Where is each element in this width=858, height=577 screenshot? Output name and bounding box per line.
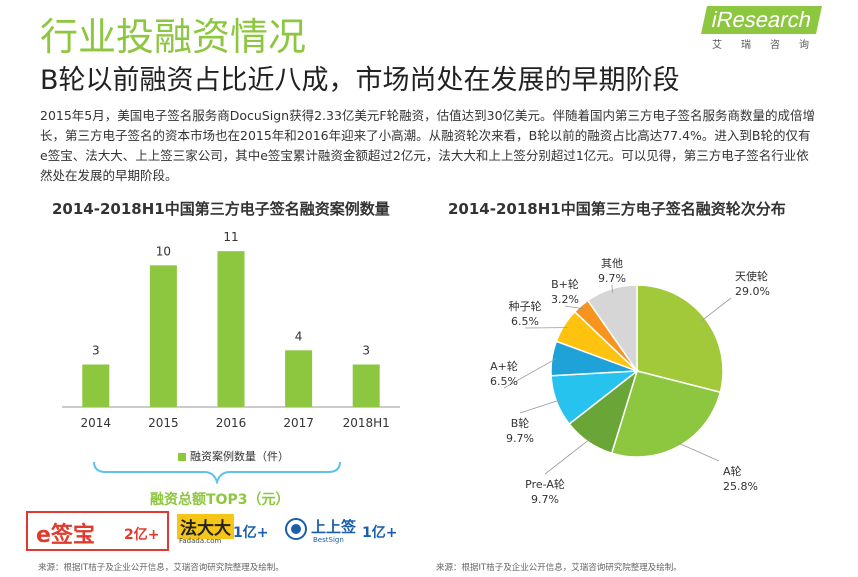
pie-slice-1 (610, 370, 722, 458)
pie-slice-value: 9.7% (506, 432, 534, 445)
legend-swatch (178, 453, 186, 461)
bar-chart-title: 2014-2018H1中国第三方电子签名融资案例数量 (52, 200, 390, 218)
bar-tick-label: 2015 (148, 416, 179, 430)
pie-slice-label: A+轮 (490, 359, 518, 373)
logo-sub-text: 艾瑞咨询 (712, 40, 828, 51)
amount-esign: 2亿+ (124, 527, 160, 543)
bar-2017 (285, 350, 313, 407)
pie-leader-line (544, 438, 591, 475)
pie-slice-label: 种子轮 (509, 299, 542, 313)
brand-esign: e签宝 (36, 523, 95, 548)
bar-chart: 3 2014 10 2015 11 2016 4 2017 3 2018H1 (62, 230, 400, 430)
bestsign-emblem-icon (285, 518, 307, 540)
brace-decoration (93, 461, 341, 484)
pie-slice-value: 6.5% (490, 375, 518, 388)
pie-slice-value: 9.7% (531, 493, 559, 506)
pie-slice-label: B轮 (511, 416, 530, 430)
iresearch-logo: iResearch 艾瑞咨询 (700, 2, 850, 52)
top3-item-fadada: 法大大 Fadada.com 1亿+ (175, 511, 275, 551)
pie-leader-line (519, 399, 561, 414)
amount-fadada: 1亿+ (233, 525, 269, 541)
bar-value-label: 3 (92, 344, 100, 358)
source-note-right: 来源：根据IT桔子及企业公开信息，艾瑞咨询研究院整理及绘制。 (436, 563, 682, 573)
pie-slice-value: 3.2% (551, 293, 579, 306)
pie-slice-label: A轮 (723, 464, 742, 478)
brand-bestsign-sub: BestSign (313, 536, 344, 544)
source-note-left: 来源：根据IT桔子及企业公开信息，艾瑞咨询研究院整理及绘制。 (38, 563, 284, 573)
bar-tick-label: 2014 (81, 416, 112, 430)
pie-slice-label: Pre-A轮 (525, 477, 565, 491)
bar-value-label: 4 (295, 329, 303, 343)
pie-slice-label: 其他 (601, 257, 623, 270)
pie-chart: 天使轮 29.0% A轮 25.8% Pre-A轮 9.7% B轮 9.7% A+轮 6.5% 种子… (490, 257, 770, 506)
top3-item-esign: e签宝 2亿+ (26, 511, 169, 551)
top3-item-bestsign: 上上签 BestSign 1亿+ (284, 511, 404, 551)
bar-2016 (217, 251, 245, 407)
logo-main-text: iResearch (701, 6, 823, 34)
intro-paragraph: 2015年5月，美国电子签名服务商DocuSign获得2.33亿美元F轮融资，估… (40, 108, 816, 183)
pie-slice-value: 29.0% (735, 285, 770, 298)
brand-fadada-sub: Fadada.com (179, 537, 222, 545)
bar-2014 (82, 364, 110, 407)
pie-leader-line (701, 297, 732, 321)
bar-tick-label: 2018H1 (343, 416, 390, 430)
brand-bestsign: 上上签 (311, 518, 357, 536)
pie-leader-line (503, 358, 557, 389)
top3-title: 融资总额TOP3（元） (150, 492, 290, 508)
pie-slice-value: 25.8% (723, 480, 758, 493)
bar-value-label: 10 (156, 244, 171, 258)
legend-label: 融资案例数量（件） (190, 450, 289, 463)
pie-slice-value: 9.7% (598, 272, 626, 285)
pie-leader-line (564, 305, 584, 310)
bar-tick-label: 2016 (216, 416, 247, 430)
bar-tick-label: 2017 (283, 416, 314, 430)
pie-slice-label: 天使轮 (735, 269, 768, 283)
bar-2018H1 (352, 364, 380, 407)
bar-value-label: 11 (223, 230, 238, 244)
page-subtitle: B轮以前融资占比近八成，市场尚处在发展的早期阶段 (40, 65, 680, 96)
pie-chart-title: 2014-2018H1中国第三方电子签名融资轮次分布 (448, 200, 786, 218)
pie-slice-label: B+轮 (551, 277, 579, 291)
amount-bestsign: 1亿+ (362, 525, 398, 541)
bar-2015 (149, 265, 177, 407)
bar-legend: 融资案例数量（件） (178, 448, 289, 464)
pie-slice-value: 6.5% (511, 315, 539, 328)
pie-slice-7 (586, 284, 638, 374)
page-title: 行业投融资情况 (40, 15, 307, 59)
brand-fadada: 法大大 (177, 514, 234, 539)
bar-value-label: 3 (362, 344, 370, 358)
pie-leader-line (676, 442, 720, 462)
